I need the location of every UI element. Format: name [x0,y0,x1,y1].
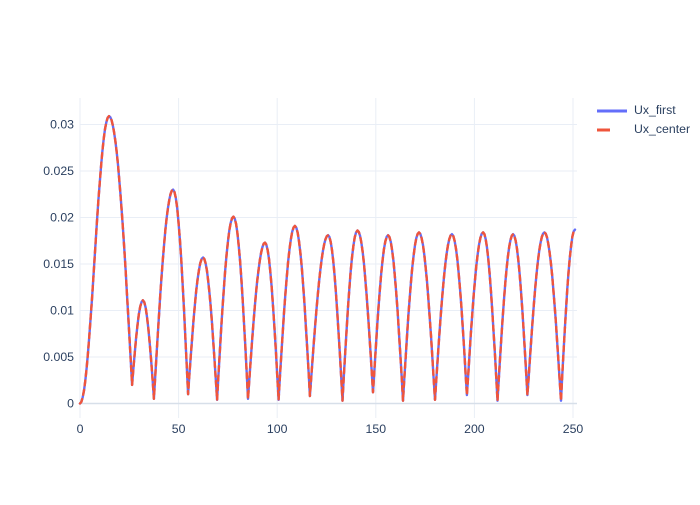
y-tick-label-0.02: 0.02 [50,211,74,225]
x-tick-label-100: 100 [267,422,288,436]
legend-label: Ux_first [634,103,676,117]
y-tick-label-0.005: 0.005 [43,350,74,364]
x-tick-label-0: 0 [77,422,84,436]
legend-label: Ux_center [634,122,691,136]
x-tick-label-250: 250 [563,422,584,436]
x-tick-label-150: 150 [366,422,387,436]
x-tick-label-200: 200 [464,422,485,436]
legend-dash-line-icon [597,128,627,131]
legend-item-ux_center[interactable]: Ux_center [597,123,690,136]
y-tick-label-0.03: 0.03 [50,118,74,132]
series-line-ux_center[interactable] [78,114,577,405]
y-tick-label-0.025: 0.025 [43,164,74,178]
x-tick-label-50: 50 [172,422,186,436]
legend-solid-line-icon [597,109,627,112]
y-tick-label-0: 0 [67,397,74,411]
legend-item-ux_first[interactable]: Ux_first [597,104,690,117]
y-tick-label-0.015: 0.015 [43,257,74,271]
y-tick-label-0.01: 0.01 [50,304,74,318]
legend: Ux_first Ux_center [597,104,690,136]
